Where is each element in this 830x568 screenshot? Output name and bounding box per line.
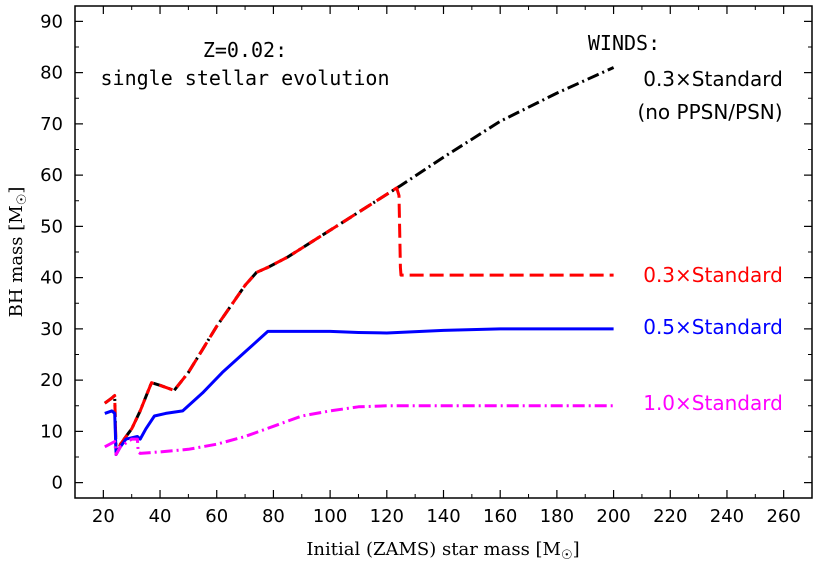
y-tick-label: 70 xyxy=(40,114,63,135)
y-tick-label: 60 xyxy=(40,165,63,186)
x-tick-label: 240 xyxy=(710,506,744,527)
y-tick-label: 20 xyxy=(40,370,63,391)
y-tick-label: 40 xyxy=(40,268,63,289)
x-tick-label: 200 xyxy=(596,506,630,527)
x-tick-label: 160 xyxy=(483,506,517,527)
series-label-1-0: 0.3×Standard xyxy=(643,263,783,287)
x-tick-label: 80 xyxy=(262,506,285,527)
x-axis-title-main: Initial (ZAMS) star mass [M xyxy=(306,539,561,560)
x-tick-label: 40 xyxy=(149,506,172,527)
y-tick-label: 50 xyxy=(40,216,63,237)
series-line-0 xyxy=(103,66,615,456)
y-tick-label: 80 xyxy=(40,63,63,84)
series-label-0-1: (no PPSN/PSN) xyxy=(637,100,782,124)
x-tick-label: 180 xyxy=(540,506,574,527)
y-axis-title: BH mass [M☉] xyxy=(6,187,30,318)
y-tick-label: 0 xyxy=(52,473,63,494)
x-tick-label: 60 xyxy=(205,506,228,527)
series-line-1 xyxy=(103,186,614,456)
series-line-2 xyxy=(104,327,614,456)
y-tick-label: 30 xyxy=(40,319,63,340)
x-axis-title: Initial (ZAMS) star mass [M☉] xyxy=(306,539,579,563)
y-axis-title-main: BH mass [M xyxy=(6,205,27,317)
x-tick-label: 100 xyxy=(313,506,347,527)
y-axis-title-suffix: ] xyxy=(6,187,27,194)
series-label-3-0: 1.0×Standard xyxy=(643,391,783,415)
annotation-evolution: single stellar evolution xyxy=(101,66,390,90)
annotation-metallicity: Z=0.02: xyxy=(203,38,287,62)
x-tick-label: 260 xyxy=(766,506,800,527)
series-label-0-0: 0.3×Standard xyxy=(643,67,783,91)
x-tick-label: 120 xyxy=(370,506,404,527)
series-label-2-0: 0.5×Standard xyxy=(643,315,783,339)
ticks: 20 40 60 80 100 120 140 160 180 200 220 240 260 0 10 20… xyxy=(40,6,813,527)
x-tick-label: 140 xyxy=(426,506,460,527)
x-tick-label: 20 xyxy=(92,506,115,527)
series-group xyxy=(103,66,615,456)
x-axis-title-suffix: ] xyxy=(573,539,580,560)
y-axis-sun-symbol: ☉ xyxy=(15,194,30,206)
annotation-winds-header: WINDS: xyxy=(588,31,660,55)
y-tick-label: 10 xyxy=(40,421,63,442)
x-tick-label: 220 xyxy=(653,506,687,527)
x-axis-sun-symbol: ☉ xyxy=(561,548,573,563)
y-tick-label: 90 xyxy=(40,11,63,32)
series-line-3 xyxy=(104,404,614,456)
series-labels: 0.3×Standard (no PPSN/PSN) 0.3×Standard 0.5… xyxy=(637,67,782,415)
